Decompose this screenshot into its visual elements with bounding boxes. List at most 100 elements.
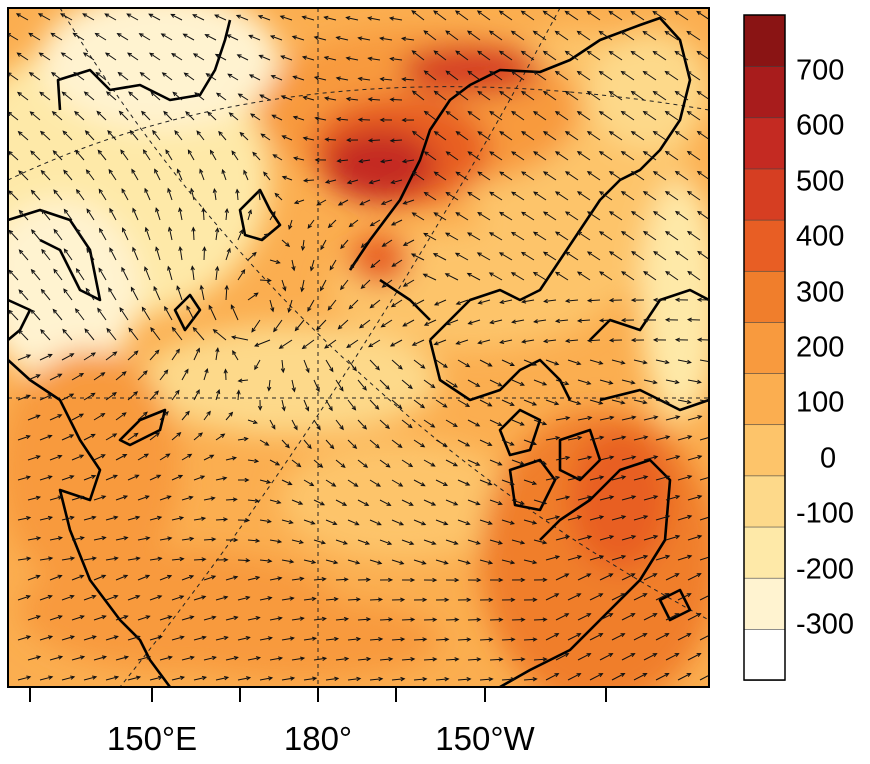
wind-arrow [611,399,625,404]
wind-arrow-head [190,187,195,193]
wind-arrow [455,252,469,261]
wind-arrow [272,114,283,121]
wind-arrow-head [79,536,85,541]
wind-arrow [687,653,701,661]
wind-arrow [269,657,282,661]
wind-arrow-head [267,386,272,392]
wind-arrow [423,419,435,428]
wind-arrow [633,476,648,481]
wind-arrow [191,266,195,281]
wind-arrow-head [272,154,278,159]
wind-arrow-head [50,72,56,77]
wind-arrow-head [509,401,515,406]
wind-arrow-head [509,362,515,366]
wind-arrow [85,288,95,301]
wind-arrow-head [476,657,482,662]
wind-arrow-head [131,168,136,174]
wind-arrow [181,411,190,421]
wind-arrow [27,414,40,421]
wind-arrow-head [69,434,75,439]
wind-arrow-head [259,94,265,99]
wind-arrow-head [520,90,526,96]
wind-arrow [281,95,293,101]
wind-arrow-head [133,432,139,438]
wind-arrow-head [400,36,407,42]
wind-arrow [545,437,560,441]
wind-arrow [281,677,295,681]
wind-arrow [455,10,469,21]
wind-arrow [215,636,228,641]
wind-arrow-head [455,131,461,136]
wind-arrow [456,131,469,141]
wind-arrow-head [652,10,658,16]
wind-arrow-head [58,655,64,660]
wind-arrow-head [410,253,416,258]
wind-arrow-head [487,520,493,525]
wind-arrow [117,33,129,41]
wind-arrow [577,71,591,81]
wind-arrow [52,309,63,321]
wind-arrow [29,72,41,81]
wind-arrow [83,433,96,441]
wind-arrow [27,656,41,661]
wind-arrow-head [25,595,31,600]
wind-arrow-head [410,657,416,662]
wind-arrow-head [97,149,103,155]
wind-arrow-head [223,595,229,600]
wind-arrow-head [135,595,141,600]
wind-arrow-head [421,560,427,565]
wind-arrow [665,416,680,421]
wind-arrow-head [397,365,403,370]
wind-arrow-head [133,391,139,396]
wind-arrow-head [296,462,302,468]
wind-arrow [577,573,591,581]
wind-arrow [338,199,349,206]
wind-arrow [17,476,31,481]
wind-arrow-head [642,30,648,36]
wind-arrow-head [696,90,702,96]
wind-arrow [120,149,129,161]
wind-arrow-head [499,131,505,136]
wind-arrow-head [365,577,371,582]
wind-arrow-head [489,110,495,116]
wind-arrow [325,638,338,641]
wind-arrow-head [686,672,692,678]
wind-arrow [218,131,227,141]
wind-arrow [655,475,670,481]
wind-arrow [295,319,305,331]
wind-arrow-head [401,77,407,82]
wind-arrow [84,91,95,101]
wind-arrow [237,636,250,641]
wind-arrow [621,231,635,241]
wind-arrow-head [175,389,180,395]
wind-arrow [433,50,447,61]
wind-arrow-head [119,307,124,313]
wind-arrow [281,519,293,524]
wind-arrow [159,453,170,461]
wind-arrow [368,139,381,142]
wind-arrow-head [422,637,428,642]
wind-arrow-head [47,475,53,480]
wind-arrow [259,233,269,241]
wind-arrow [86,169,95,181]
wind-arrow [83,676,97,681]
wind-arrow-head [82,52,88,57]
wind-arrow [499,211,513,221]
wind-arrow-head [311,596,317,602]
wind-arrow [643,653,657,661]
wind-arrow [239,132,249,141]
wind-arrow [75,150,85,161]
wind-arrow-head [719,416,723,419]
wind-arrow-head [674,337,680,342]
wind-arrow [633,399,647,404]
wind-arrow [104,13,117,21]
wind-arrow-head [454,252,460,257]
wind-arrow [545,359,559,365]
wind-arrow-head [154,390,159,396]
wind-arrow [225,412,233,421]
wind-arrow [237,54,249,61]
wind-arrow [567,593,581,601]
wind-arrow-head [498,617,504,622]
wind-arrow-head [301,55,307,60]
wind-arrow-head [520,577,526,583]
